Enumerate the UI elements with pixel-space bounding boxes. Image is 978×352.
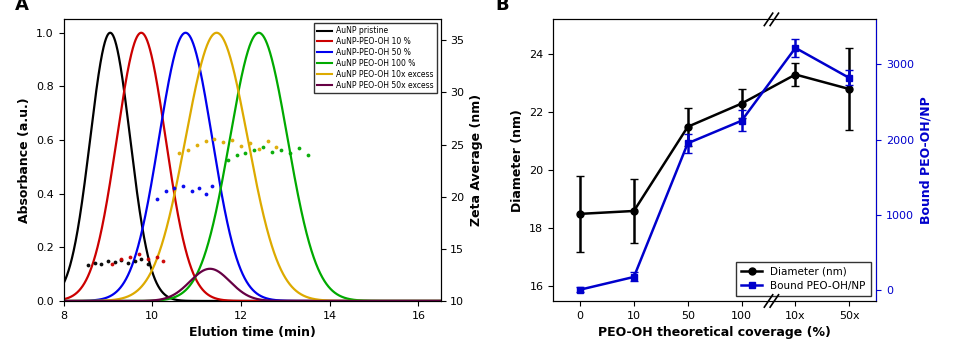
X-axis label: PEO-OH theoretical coverage (%): PEO-OH theoretical coverage (%): [598, 326, 830, 339]
Legend: AuNP pristine, AuNP-PEO-OH 10 %, AuNP-PEO-OH 50 %, AuNP PEO-OH 100 %, AuNP PEO-O: AuNP pristine, AuNP-PEO-OH 10 %, AuNP-PE…: [314, 23, 436, 93]
Text: B: B: [495, 0, 509, 14]
Y-axis label: Bound PEO-OH/NP: Bound PEO-OH/NP: [918, 96, 932, 224]
Y-axis label: Diameter (nm): Diameter (nm): [511, 109, 523, 212]
Y-axis label: Zeta Average (nm): Zeta Average (nm): [469, 94, 482, 226]
Y-axis label: Absorbance (a.u.): Absorbance (a.u.): [18, 98, 30, 223]
Legend: Diameter (nm), Bound PEO-OH/NP: Diameter (nm), Bound PEO-OH/NP: [735, 262, 870, 296]
X-axis label: Elution time (min): Elution time (min): [189, 326, 315, 339]
Text: A: A: [15, 0, 28, 14]
